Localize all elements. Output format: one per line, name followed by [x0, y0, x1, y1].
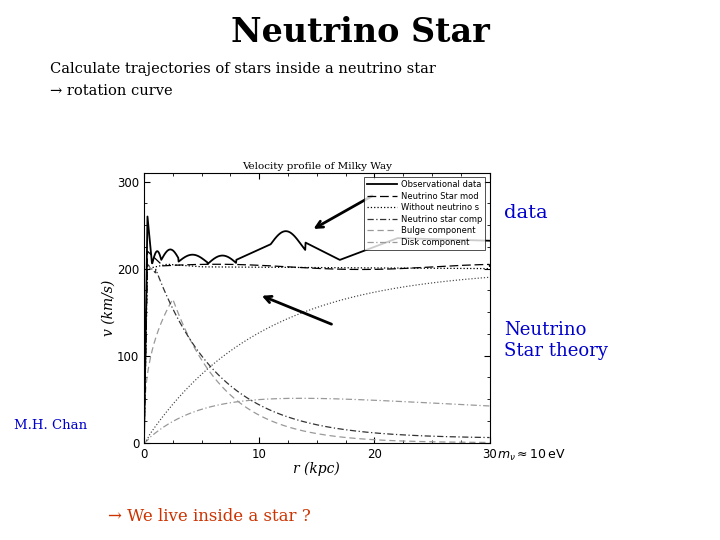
Neutrino star comp: [176, 319, 184, 325]
Observational data: [143, 213, 152, 220]
Line: Bulge component: Bulge component: [144, 299, 490, 443]
Disk component: [297, 395, 305, 402]
Without neutrino s: [163, 261, 171, 267]
Text: Neutrino
Star theory: Neutrino Star theory: [504, 321, 608, 360]
Neutrino Star mod: [410, 265, 418, 271]
Bulge component: [168, 296, 177, 302]
Neutrino star comp: [292, 416, 301, 423]
Without neutrino s: [410, 265, 418, 272]
Neutrino star comp: [415, 433, 424, 439]
Observational data: [410, 235, 418, 242]
Bulge component: [292, 426, 301, 433]
Bulge component: [140, 440, 148, 446]
Observational data: [415, 235, 424, 242]
Text: data: data: [504, 204, 548, 222]
Neutrino Star mod: [176, 262, 184, 268]
Neutrino Star mod: [292, 264, 301, 271]
Without neutrino s: [415, 265, 424, 272]
Bulge component: [176, 313, 184, 320]
Text: Calculate trajectories of stars inside a neutrino star: Calculate trajectories of stars inside a…: [50, 62, 436, 76]
Title: Velocity profile of Milky Way: Velocity profile of Milky Way: [242, 161, 392, 171]
Text: → rotation curve: → rotation curve: [50, 84, 173, 98]
Y-axis label: v (km/s): v (km/s): [102, 280, 115, 336]
Neutrino Star mod: [140, 439, 148, 446]
Bulge component: [280, 422, 289, 429]
Bulge component: [377, 437, 386, 443]
Bulge component: [485, 439, 494, 446]
Neutrino star comp: [143, 261, 152, 267]
Disk component: [292, 395, 300, 402]
Observational data: [377, 241, 386, 247]
Disk component: [175, 415, 184, 421]
Text: M.H. Chan: M.H. Chan: [14, 419, 88, 432]
Text: Neutrino Star: Neutrino Star: [230, 16, 490, 49]
Neutrino star comp: [377, 430, 386, 437]
Line: Neutrino Star mod: Neutrino Star mod: [144, 251, 490, 442]
Neutrino star comp: [280, 413, 289, 419]
Observational data: [140, 439, 148, 446]
Neutrino Star mod: [485, 264, 494, 270]
Without neutrino s: [176, 262, 184, 268]
Without neutrino s: [280, 264, 289, 271]
Line: Without neutrino s: Without neutrino s: [144, 264, 490, 442]
Disk component: [140, 440, 148, 446]
X-axis label: r (kpc): r (kpc): [294, 462, 340, 476]
Legend: Observational data, Neutrino Star mod, Without neutrino s, Neutrino star comp, B: Observational data, Neutrino Star mod, W…: [364, 177, 485, 250]
Neutrino Star mod: [415, 265, 424, 271]
Text: $m_{\nu} \approx 10\,{\rm eV}$: $m_{\nu} \approx 10\,{\rm eV}$: [497, 448, 566, 463]
Disk component: [485, 403, 494, 409]
Neutrino star comp: [140, 439, 148, 446]
Without neutrino s: [140, 439, 148, 446]
Without neutrino s: [485, 265, 494, 272]
Line: Disk component: Disk component: [144, 399, 490, 443]
Observational data: [280, 228, 289, 234]
Line: Observational data: Observational data: [144, 217, 490, 442]
Neutrino star comp: [485, 434, 494, 441]
Neutrino Star mod: [377, 266, 386, 273]
Bulge component: [410, 438, 418, 444]
Disk component: [415, 399, 424, 406]
Observational data: [292, 235, 301, 242]
Bulge component: [415, 438, 424, 445]
Observational data: [485, 238, 494, 244]
Neutrino Star mod: [143, 248, 152, 254]
Without neutrino s: [377, 265, 386, 271]
Without neutrino s: [292, 264, 301, 271]
Neutrino Star mod: [280, 264, 289, 270]
Disk component: [410, 399, 418, 406]
Line: Neutrino star comp: Neutrino star comp: [144, 264, 490, 442]
Disk component: [377, 397, 386, 404]
Observational data: [176, 258, 184, 264]
Text: → We live inside a star ?: → We live inside a star ?: [108, 508, 311, 524]
Neutrino star comp: [410, 432, 418, 438]
Disk component: [279, 395, 288, 402]
